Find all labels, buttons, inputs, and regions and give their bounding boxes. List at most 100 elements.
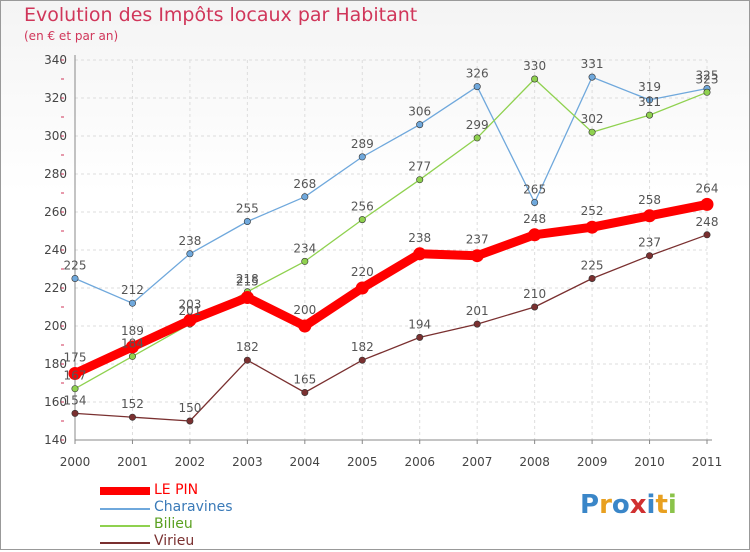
data-point — [355, 281, 369, 295]
data-point — [298, 319, 312, 333]
x-tick-label: 2000 — [60, 455, 91, 469]
data-point — [128, 352, 136, 360]
data-point — [186, 417, 194, 425]
grid — [74, 59, 708, 441]
x-tick-label: 2011 — [692, 455, 723, 469]
data-point — [358, 216, 366, 224]
y-tick-label: 220 — [44, 281, 67, 295]
chart-subtitle: (en € et par an) — [24, 29, 119, 43]
data-point — [125, 340, 139, 354]
data-point — [473, 134, 481, 142]
x-tick-label: 2008 — [519, 455, 550, 469]
logo-letter: i — [667, 490, 677, 520]
data-point — [71, 274, 79, 282]
data-label: 152 — [121, 397, 144, 411]
data-point — [646, 96, 654, 104]
data-point — [531, 303, 539, 311]
data-label: 238 — [408, 231, 431, 245]
series-line-bilieu — [74, 78, 708, 390]
y-tick-label: 140 — [44, 433, 67, 447]
x-tick-label: 2005 — [347, 455, 378, 469]
x-tick-label: 2007 — [462, 455, 493, 469]
legend-swatch — [100, 487, 150, 495]
legend-swatch — [100, 525, 150, 527]
logo-letter: t — [655, 490, 668, 520]
y-tick-label: 280 — [44, 167, 67, 181]
data-labels: 225 212 238 255 268 289 306 326 265 331 319 325 167 1… — [64, 57, 719, 415]
proxiti-logo: Proxiti — [580, 490, 677, 520]
data-label: 323 — [696, 72, 719, 86]
data-label: 302 — [581, 112, 604, 126]
logo-letter: P — [580, 490, 600, 520]
data-label: 252 — [581, 204, 604, 218]
x-tick-label: 2001 — [117, 455, 148, 469]
data-label: 330 — [523, 59, 546, 73]
data-label: 238 — [178, 234, 201, 248]
data-point — [470, 249, 484, 263]
y-tick-label: 240 — [44, 243, 67, 257]
legend-label: Virieu — [154, 533, 195, 549]
data-point — [588, 73, 596, 81]
legend-label: LE PIN — [154, 482, 199, 498]
data-label: 289 — [351, 137, 374, 151]
data-label: 175 — [64, 351, 87, 365]
y-tick-label: 320 — [44, 91, 67, 105]
data-label: 182 — [351, 340, 374, 354]
data-point — [358, 153, 366, 161]
data-label: 182 — [236, 340, 259, 354]
logo-letter: r — [599, 490, 612, 520]
data-point — [243, 356, 251, 364]
x-tick-label: 2010 — [634, 455, 665, 469]
data-point — [700, 197, 714, 211]
data-label: 306 — [408, 105, 431, 119]
data-label: 215 — [236, 275, 259, 289]
data-point — [646, 111, 654, 119]
data-label: 264 — [696, 181, 719, 195]
data-point — [186, 250, 194, 258]
x-tick-label: 2009 — [577, 455, 608, 469]
data-point — [588, 128, 596, 136]
legend-swatch — [100, 508, 150, 510]
data-label: 256 — [351, 200, 374, 214]
data-label: 203 — [178, 297, 201, 311]
data-label: 218 — [236, 272, 259, 286]
data-label: 167 — [64, 369, 87, 383]
data-label: 189 — [121, 324, 144, 338]
y-tick-label: 200 — [44, 319, 67, 333]
data-point — [473, 83, 481, 91]
data-point — [128, 299, 136, 307]
data-label: 150 — [178, 401, 201, 415]
x-tick-label: 2006 — [404, 455, 435, 469]
data-label: 201 — [178, 304, 201, 318]
data-point — [643, 209, 657, 223]
data-point — [588, 274, 596, 282]
x-tick-label: 2002 — [175, 455, 206, 469]
data-point — [531, 199, 539, 207]
data-label: 299 — [466, 118, 489, 132]
data-label: 311 — [638, 95, 661, 109]
data-label: 268 — [293, 177, 316, 191]
y-tick-label: 160 — [44, 395, 67, 409]
data-label: 154 — [64, 393, 87, 407]
data-label: 331 — [581, 57, 604, 71]
x-tick-label: 2003 — [232, 455, 263, 469]
chart-title: Evolution des Impôts locaux par Habitant — [24, 4, 418, 26]
data-point — [416, 333, 424, 341]
series-line-charavines — [74, 76, 708, 304]
y-tick-label: 180 — [44, 357, 67, 371]
data-label: 325 — [696, 69, 719, 83]
x-tick-label: 2004 — [290, 455, 321, 469]
data-label: 201 — [466, 304, 489, 318]
legend-swatch — [100, 542, 150, 544]
data-point — [71, 385, 79, 393]
y-tick-label: 300 — [44, 129, 67, 143]
data-label: 200 — [293, 303, 316, 317]
data-label: 248 — [696, 215, 719, 229]
data-label: 258 — [638, 193, 661, 207]
series-line-le-pin — [70, 199, 712, 378]
data-point — [68, 367, 82, 380]
data-label: 277 — [408, 160, 431, 174]
logo-letter: x — [629, 490, 647, 520]
